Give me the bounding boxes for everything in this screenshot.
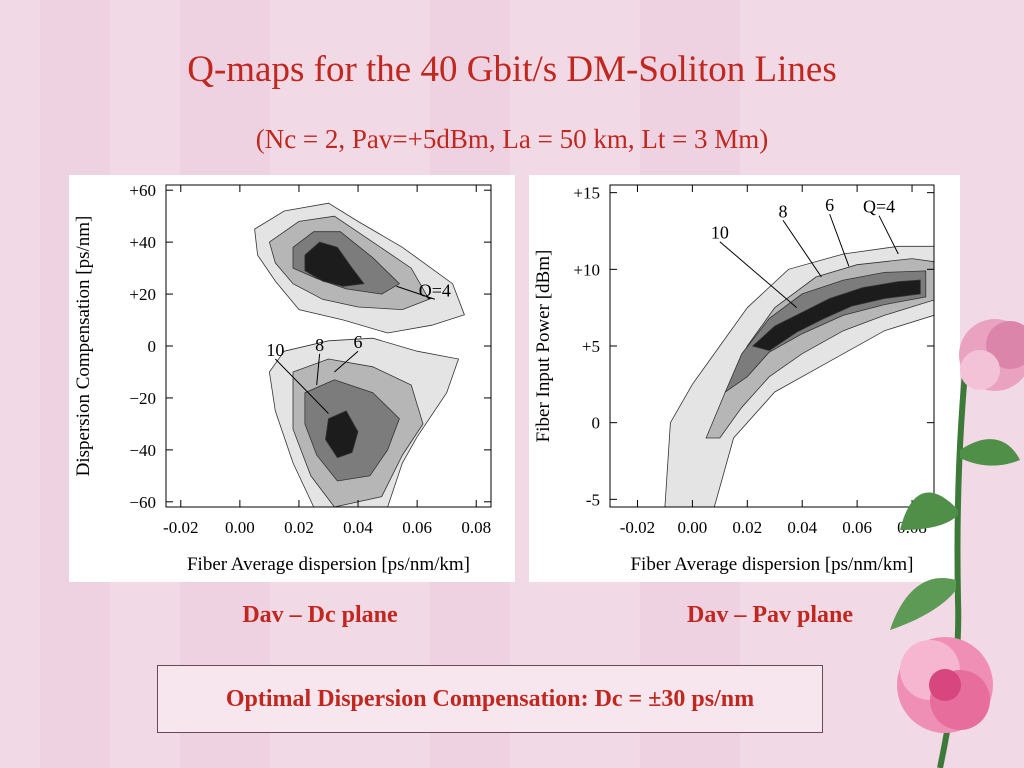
y-tick-label: +5 — [582, 337, 600, 356]
pav-plane-chart-panel: -0.020.000.020.040.060.08+15+10+50-5Fibe… — [529, 175, 960, 582]
annotation-leader-line — [829, 213, 850, 267]
slide-subtitle: (Nc = 2, Pav=+5dBm, La = 50 km, Lt = 3 M… — [255, 124, 769, 154]
x-axis-label: Fiber Average dispersion [ps/nm/km] — [187, 554, 470, 575]
caption-dc-plane: Dav – Dc plane — [242, 602, 398, 628]
y-tick-label: −60 — [129, 493, 156, 512]
annotation-leader-line — [316, 353, 321, 385]
x-tick-label: -0.02 — [620, 518, 655, 537]
annotation-leader-line — [274, 358, 329, 414]
y-tick-label: +60 — [129, 181, 156, 200]
carnation-flower-decoration — [890, 319, 1024, 768]
x-tick-label: 0.00 — [225, 518, 255, 537]
y-tick-label: +15 — [573, 184, 600, 203]
contour-level-label: 6 — [354, 332, 363, 352]
x-tick-label: 0.06 — [842, 518, 872, 537]
contour-region-q10 — [751, 279, 921, 352]
contour-level-label: 10 — [711, 223, 729, 243]
y-tick-label: -5 — [586, 490, 600, 509]
annotation-leader-line — [878, 215, 899, 255]
y-tick-label: +20 — [129, 285, 156, 304]
x-tick-label: -0.02 — [163, 518, 198, 537]
annotation-leader-line — [396, 285, 436, 300]
contour-level-label: 10 — [266, 340, 284, 360]
slide-title: Q-maps for the 40 Gbit/s DM-Soliton Line… — [187, 49, 837, 90]
y-tick-label: −20 — [129, 389, 156, 408]
dc-plane-chart-panel: -0.02 0.00 0.02 0.04 0.06 0.08 +60 +40 +20 0 −20 −4… — [69, 175, 515, 582]
contour-group — [254, 202, 465, 507]
x-tick-label: 0.00 — [677, 518, 707, 537]
x-tick-label: 0.06 — [402, 518, 432, 537]
contour-level-label: 6 — [825, 195, 834, 215]
conclusion-text: Optimal Dispersion Compensation: Dc = ±3… — [225, 685, 755, 712]
x-tick-label: 0.02 — [284, 518, 314, 537]
x-axis-label: Fiber Average dispersion [ps/nm/km] — [630, 554, 913, 575]
annotation-leader-line — [782, 219, 822, 278]
x-tick-label: 0.08 — [461, 518, 491, 537]
y-axis-label: Fiber Input Power [dBm] — [533, 250, 554, 443]
y-tick-label: −40 — [129, 441, 156, 460]
contour-level-label: 8 — [315, 335, 324, 355]
y-axis-label: Dispersion Compensation [ps/nm] — [73, 216, 94, 477]
dav-dc-qmap-chart: -0.02 0.00 0.02 0.04 0.06 0.08 +60 +40 +20 0 −20 −4… — [73, 181, 492, 575]
contour-region-q10 — [304, 241, 365, 287]
annotation-leader-line — [719, 241, 798, 309]
contour-level-label: Q=4 — [863, 197, 895, 217]
annotation-leader-line — [334, 350, 359, 373]
y-tick-label: +10 — [573, 260, 600, 279]
y-tick-label: +40 — [129, 233, 156, 252]
contour-region-q8 — [724, 270, 927, 394]
x-tick-label: 0.04 — [343, 518, 373, 537]
caption-pav-plane: Dav – Pav plane — [686, 602, 853, 628]
contour-level-label: Q=4 — [419, 280, 451, 300]
contour-level-label: 8 — [778, 201, 787, 221]
dav-pav-qmap-chart: -0.020.000.020.040.060.08+15+10+50-5Fibe… — [533, 184, 935, 575]
y-tick-label: 0 — [148, 337, 157, 356]
x-tick-label: 0.04 — [787, 518, 817, 537]
conclusion-box: Optimal Dispersion Compensation: Dc = ±3… — [157, 665, 823, 733]
x-tick-label: 0.02 — [732, 518, 762, 537]
contour-group — [664, 245, 934, 507]
contour-region-q10 — [325, 410, 359, 459]
y-tick-label: 0 — [592, 414, 601, 433]
